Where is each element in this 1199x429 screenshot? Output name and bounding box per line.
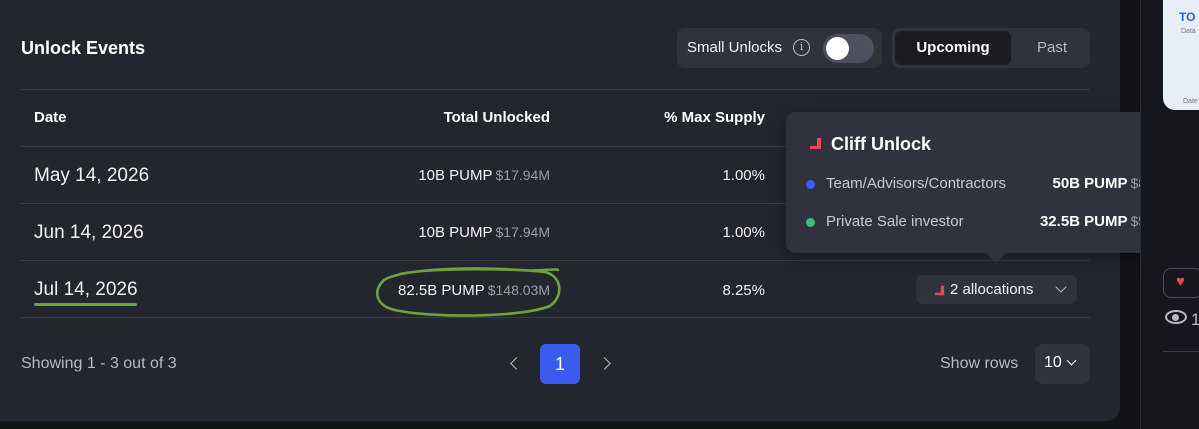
row-total-unlocked: 82.5B PUMP $148.03M [300,282,550,299]
divider [21,89,1090,90]
row-date: May 14, 2026 [34,165,150,186]
amount-tokens: 82.5B PUMP [398,282,485,299]
small-unlocks-label: Small Unlocks [687,39,783,56]
allocation-tokens: 32.5B PUMP [1039,213,1128,230]
allocation-name: Team/Advisors/Contractors [826,175,1007,192]
private-sale-color-dot [806,218,815,227]
row-total-unlocked: 10B PUMP $17.94M [300,224,550,241]
tab-upcoming[interactable]: Upcoming [895,31,1011,65]
thumbnail-text: Date [1183,98,1198,105]
next-page-button[interactable] [598,357,611,370]
divider [1163,351,1199,352]
row-divider [21,317,1090,318]
small-unlocks-toggle[interactable] [823,34,874,63]
rows-per-page-value: 10 [1044,354,1062,371]
row-date: Jun 14, 2026 [34,222,144,243]
period-tabs: Upcoming Past [892,28,1090,68]
tab-past[interactable]: Past [1036,39,1067,56]
allocation-tokens: 50B PUMP [1052,175,1128,192]
amount-usd: $17.94M [495,224,550,240]
amount-tokens: 10B PUMP [418,167,493,184]
cliff-unlock-tooltip: Cliff Unlock Team/Advisors/Contractors 5… [786,112,1199,263]
rows-per-page-select[interactable]: 10 [1035,344,1090,384]
side-panel: TO Data Date ♥ 1 [1140,0,1199,429]
card-title: Unlock Events [21,38,146,58]
amount-tokens: 10B PUMP [418,224,493,241]
row-total-unlocked: 10B PUMP $17.94M [300,167,550,184]
row-max-supply: 8.25% [722,282,765,299]
chevron-down-icon [1066,355,1077,366]
view-count: 1 [1191,310,1199,329]
row-divider [21,203,1090,204]
column-header-date: Date [34,109,67,126]
amount-usd: $17.94M [495,167,550,183]
row-divider [21,260,1090,261]
column-header-total-unlocked: Total Unlocked [443,109,550,126]
page-1-button[interactable]: 1 [540,344,580,384]
allocations-label: 2 allocations [950,281,1034,298]
cliff-unlock-icon [934,285,945,296]
small-unlocks-control: Small Unlocks i [677,28,882,68]
thumbnail-title: TO [1179,10,1196,24]
row-max-supply: 1.00% [722,167,765,184]
cliff-unlock-icon [810,138,821,149]
hand-drawn-circle [375,267,561,317]
info-icon[interactable]: i [793,39,810,56]
row-date: Jul 14, 2026 [34,279,138,300]
thumbnail-card[interactable]: TO Data Date [1163,0,1199,110]
divider [21,146,1090,147]
amount-usd: $148.03M [487,282,550,298]
tooltip-title: Cliff Unlock [831,134,932,154]
toggle-knob [826,37,849,60]
prev-page-button[interactable] [510,357,523,370]
allocation-name: Private Sale investor [826,213,964,230]
eye-icon [1165,310,1187,324]
team-color-dot [806,180,815,189]
allocations-dropdown[interactable]: 2 allocations [916,275,1077,304]
show-rows-label: Show rows [940,355,1019,372]
like-button[interactable]: ♥ [1163,268,1199,298]
chevron-down-icon [1055,281,1067,293]
heart-icon: ♥ [1176,273,1185,290]
hand-drawn-underline [34,303,137,306]
thumbnail-text: Data [1181,28,1196,35]
row-max-supply: 1.00% [722,224,765,241]
column-header-max-supply: % Max Supply [664,109,765,126]
showing-count: Showing 1 - 3 out of 3 [21,355,177,372]
